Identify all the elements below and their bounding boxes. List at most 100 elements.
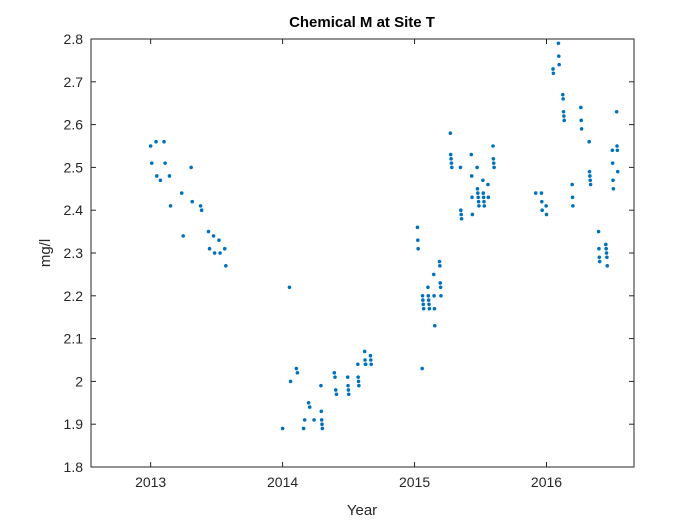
data-point: [570, 195, 575, 200]
data-point: [539, 191, 544, 195]
data-point: [491, 157, 496, 161]
y-tick-label: 2.2: [64, 288, 84, 304]
data-point: [155, 174, 159, 178]
data-point: [610, 161, 615, 165]
y-tick-label: 2.3: [64, 245, 84, 261]
data-point: [458, 165, 463, 170]
data-point: [427, 302, 431, 307]
data-point: [294, 366, 299, 371]
data-point: [587, 139, 591, 144]
data-point: [368, 353, 373, 358]
y-tick-label: 2.7: [64, 74, 84, 90]
data-point: [561, 109, 566, 114]
data-point: [426, 298, 431, 302]
data-point: [345, 375, 350, 379]
data-point: [615, 148, 620, 153]
data-point: [295, 371, 300, 375]
data-point: [476, 191, 480, 195]
data-point: [319, 409, 324, 414]
data-point: [557, 54, 561, 58]
data-point: [333, 388, 338, 392]
data-point: [476, 199, 481, 204]
data-point: [288, 379, 293, 384]
data-point: [605, 255, 609, 260]
y-tick-label: 1.9: [64, 416, 84, 432]
data-point: [588, 182, 593, 187]
data-point: [154, 139, 158, 144]
data-point: [459, 216, 464, 221]
x-tick-label: 2014: [267, 474, 298, 490]
data-point: [459, 212, 463, 217]
data-point: [475, 187, 480, 191]
data-point: [357, 383, 361, 388]
data-point: [320, 422, 324, 427]
data-point: [369, 358, 373, 362]
data-point: [416, 238, 420, 242]
data-point: [332, 371, 337, 375]
data-point: [363, 358, 367, 362]
data-point: [605, 264, 610, 268]
data-point: [551, 67, 555, 71]
data-point: [162, 139, 166, 144]
data-point: [420, 294, 425, 298]
data-point: [588, 178, 593, 183]
data-point: [439, 294, 443, 298]
x-tick-label: 2015: [399, 474, 430, 490]
data-point: [449, 165, 454, 170]
data-point: [181, 234, 185, 238]
data-point: [604, 251, 609, 255]
data-point: [287, 285, 292, 290]
data-point: [301, 426, 306, 431]
data-point: [426, 285, 430, 290]
data-point: [579, 105, 583, 110]
data-point: [356, 375, 360, 379]
data-point: [477, 204, 481, 208]
data-point: [190, 199, 195, 204]
data-point: [363, 362, 368, 367]
data-point: [562, 114, 566, 118]
data-point: [579, 118, 584, 123]
data-point: [211, 234, 216, 238]
data-point: [163, 161, 167, 165]
data-point: [218, 251, 222, 255]
data-point: [449, 161, 454, 165]
data-point: [486, 182, 490, 187]
data-point: [416, 246, 420, 251]
data-point: [540, 199, 544, 204]
data-point: [319, 383, 323, 388]
data-point: [224, 264, 228, 268]
data-point: [562, 118, 567, 123]
data-point: [561, 97, 565, 101]
data-point: [346, 388, 351, 392]
data-point: [540, 208, 544, 212]
data-point: [421, 298, 425, 302]
x-tick-label: 2013: [135, 474, 166, 490]
data-point: [459, 208, 463, 212]
data-point: [482, 204, 487, 208]
data-points: [148, 41, 620, 431]
data-point: [217, 238, 221, 242]
data-point: [611, 178, 615, 183]
data-point: [421, 302, 426, 307]
data-point: [551, 71, 556, 76]
data-point: [571, 204, 575, 208]
data-point: [437, 259, 442, 264]
data-point: [207, 246, 212, 251]
data-point: [149, 161, 154, 165]
data-point: [544, 204, 548, 208]
data-point: [449, 157, 453, 161]
data-point: [481, 195, 486, 200]
data-point: [420, 366, 424, 371]
data-point: [199, 208, 204, 212]
data-point: [533, 191, 538, 195]
data-point: [431, 272, 436, 277]
y-tick-label: 2.1: [64, 331, 84, 347]
data-point: [206, 229, 211, 234]
y-tick-label: 2.8: [64, 31, 84, 47]
x-tick-label: 2016: [531, 474, 562, 490]
data-point: [587, 169, 592, 174]
data-point: [280, 426, 285, 431]
data-point: [614, 109, 619, 114]
data-point: [438, 281, 443, 285]
data-point: [167, 174, 172, 178]
